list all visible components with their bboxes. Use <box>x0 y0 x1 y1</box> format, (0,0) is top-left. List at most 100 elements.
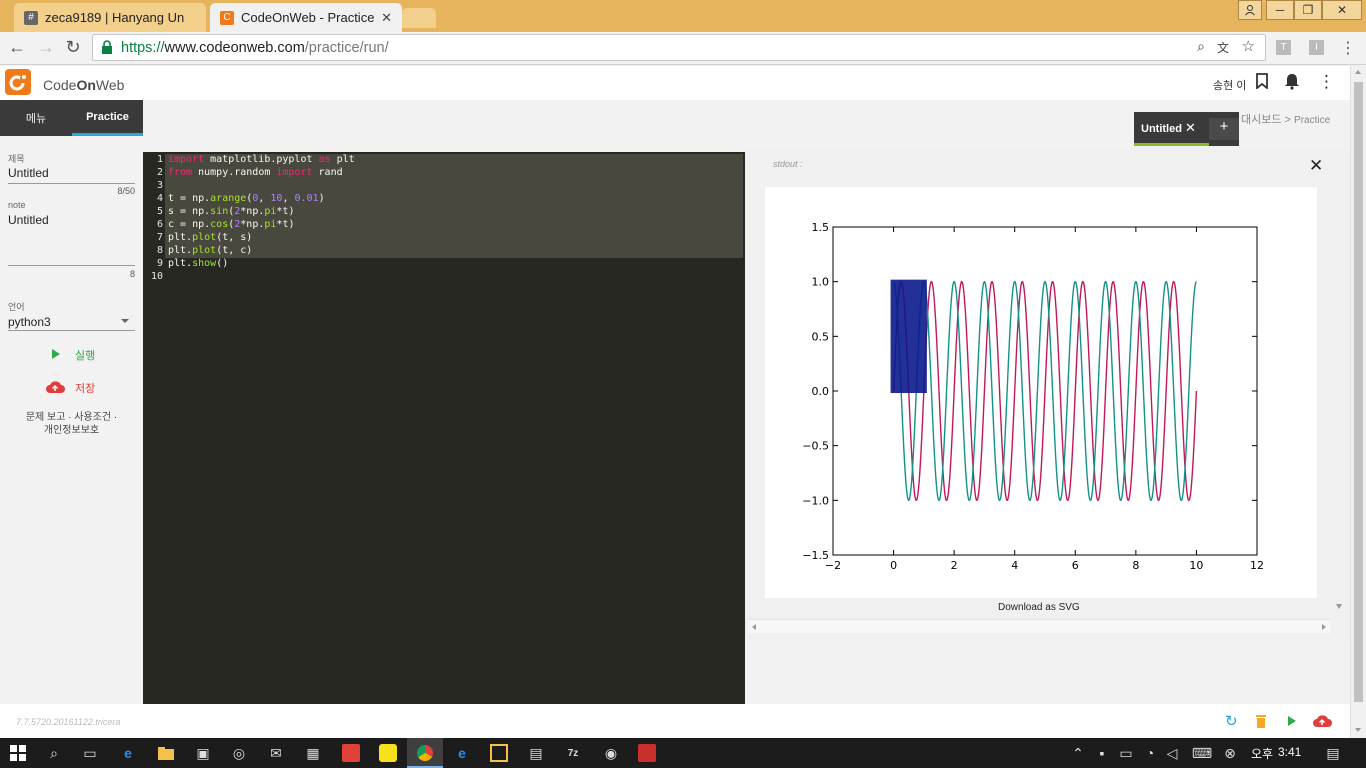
y-tick-label: 1.0 <box>812 276 830 289</box>
more-menu-icon[interactable]: ⋮ <box>1318 72 1335 91</box>
dropdown-arrow-icon[interactable] <box>121 319 129 323</box>
extension-t-icon[interactable]: T <box>1276 40 1291 55</box>
app-yellow-icon[interactable] <box>490 744 508 762</box>
file-explorer-icon[interactable] <box>157 744 175 762</box>
trash-icon[interactable] <box>1255 714 1267 733</box>
code-line: plt.plot(t, c) <box>168 245 253 256</box>
x-tick-label: 2 <box>951 559 958 572</box>
close-tab-icon[interactable]: ✕ <box>381 10 392 25</box>
app-header: CodeOnWeb 송현 이 ⋮ <box>0 66 1350 100</box>
volume-icon[interactable]: ◁ <box>1166 744 1178 761</box>
store-icon[interactable]: ▣ <box>196 744 210 761</box>
forward-arrow-icon[interactable]: → <box>37 37 55 57</box>
language-select[interactable]: python3 <box>8 315 51 329</box>
notification-bell-icon[interactable] <box>1284 73 1300 95</box>
7zip-icon[interactable]: 7z <box>567 747 579 759</box>
menu-icon[interactable]: ⋮ <box>1340 40 1356 57</box>
new-tab-button[interactable] <box>402 8 436 28</box>
translate-icon[interactable]: 文 <box>1216 41 1229 55</box>
scroll-down-icon[interactable] <box>1336 604 1342 609</box>
horizontal-scrollbar[interactable] <box>748 619 1331 633</box>
windows-start-icon[interactable] <box>9 744 27 762</box>
breadcrumb: 대시보드 > Practice <box>1241 111 1330 127</box>
breadcrumb-current: Practice <box>1294 115 1331 126</box>
internet-explorer-icon[interactable]: e <box>458 745 466 761</box>
line-number: 8 <box>156 245 163 256</box>
plot-svg: −2 0 2 4 6 8 10 12 1.5 1.0 0.5 0.0 −0.5 −1.0 −1.5 <box>802 221 1264 572</box>
refresh-icon[interactable]: ↻ <box>1225 713 1238 730</box>
chrome-taskbar-item[interactable] <box>407 738 443 768</box>
tab-practice[interactable]: Practice <box>72 100 143 136</box>
address-bar[interactable]: https:// www.codeonweb.com /practice/run… <box>92 34 1266 61</box>
restore-icon[interactable]: ❐ <box>1294 0 1322 20</box>
back-arrow-icon[interactable]: ← <box>8 37 26 57</box>
camera-icon[interactable]: ◎ <box>232 744 246 761</box>
scroll-up-icon[interactable] <box>1355 70 1361 74</box>
action-center-icon[interactable]: ▤ <box>1326 744 1340 761</box>
code-editor[interactable]: 1 2 3 4 5 6 7 8 9 10 import matplotlib.pyplot as … <box>143 152 745 704</box>
footer-links[interactable]: 문제 보고 · 사용조건 · 개인정보보호 <box>0 411 143 437</box>
note-input[interactable]: Untitled <box>8 213 49 227</box>
reload-icon[interactable]: ↻ <box>65 37 81 57</box>
download-svg-link[interactable]: Download as SVG <box>998 602 1080 613</box>
extension-i-icon[interactable]: I <box>1309 40 1324 55</box>
zoom-icon[interactable]: ⌕ <box>1197 38 1205 54</box>
scrollbar-thumb[interactable] <box>1354 82 1363 702</box>
calendar-icon[interactable]: ▦ <box>306 744 320 761</box>
profile-icon[interactable] <box>1238 0 1262 20</box>
run-button[interactable]: 실행 <box>50 347 110 363</box>
links-line-1[interactable]: 문제 보고 · 사용조건 · <box>25 412 118 423</box>
close-doc-icon[interactable]: ✕ <box>1185 120 1196 135</box>
chevron-up-icon[interactable]: ⌃ <box>1072 744 1084 761</box>
app-footer: 7.7.5720.20161122.tricera ↻ <box>0 704 1350 738</box>
browser-toolbar: ← → ↻ https:// www.codeonweb.com /practi… <box>0 32 1366 65</box>
message-icon[interactable]: ▪ <box>1099 745 1105 761</box>
app-logo-text[interactable]: CodeOnWeb <box>43 77 124 93</box>
line-number: 1 <box>156 154 163 165</box>
page-scrollbar[interactable] <box>1350 66 1366 738</box>
clock[interactable]: 3:41 <box>1278 745 1302 759</box>
app-image-icon[interactable]: ▤ <box>529 744 543 761</box>
battery-icon[interactable]: ▭ <box>1119 744 1133 761</box>
keyboard-icon[interactable]: ⌨ <box>1191 744 1213 761</box>
browser-tabstrip: # zeca9189 | Hanyang Un C CodeOnWeb - Pr… <box>0 0 1366 32</box>
codeonweb-logo-icon[interactable] <box>5 69 31 95</box>
cloud-upload-icon[interactable] <box>1312 714 1332 733</box>
app-red-icon[interactable] <box>342 744 360 762</box>
scroll-down-icon[interactable] <box>1355 728 1361 732</box>
run-icon[interactable] <box>1288 716 1296 726</box>
close-window-icon[interactable]: ✕ <box>1322 0 1362 20</box>
browser-tab-active[interactable]: C CodeOnWeb - Practice ✕ <box>210 3 402 32</box>
app-flag-icon[interactable]: ◉ <box>604 744 618 761</box>
mail-icon[interactable]: ✉ <box>270 744 282 761</box>
document-tab[interactable]: Untitled ✕ + <box>1134 112 1239 146</box>
breadcrumb-dashboard[interactable]: 대시보드 <box>1241 114 1282 126</box>
user-name[interactable]: 송현 이 <box>1213 80 1247 92</box>
note-char-count: 8 <box>129 269 135 279</box>
task-view-icon[interactable]: ▭ <box>83 744 97 761</box>
chat-icon[interactable] <box>379 744 397 762</box>
scroll-right-icon[interactable] <box>1322 624 1326 630</box>
minimize-icon[interactable]: ─ <box>1266 0 1294 20</box>
title-input[interactable]: Untitled <box>8 166 49 180</box>
edge-icon[interactable]: e <box>124 745 132 761</box>
ime-label[interactable]: 오후 <box>1251 747 1274 761</box>
browser-tab[interactable]: # zeca9189 | Hanyang Un <box>14 3 206 32</box>
x-tick-label: 8 <box>1132 559 1139 572</box>
acrobat-icon[interactable] <box>638 744 656 762</box>
save-button[interactable]: 저장 <box>45 379 115 397</box>
add-doc-icon[interactable]: + <box>1209 118 1239 140</box>
tab-menu[interactable]: 메뉴 <box>25 113 47 125</box>
save-label: 저장 <box>75 383 96 395</box>
bookmark-icon[interactable] <box>1256 73 1268 94</box>
star-icon[interactable]: ☆ <box>1241 38 1255 55</box>
ime-icon[interactable]: ⊗ <box>1224 744 1236 761</box>
code-line: c = np.cos(2*np.pi*t) <box>168 219 295 230</box>
close-output-icon[interactable]: ✕ <box>1309 156 1324 175</box>
search-icon[interactable]: ⌕ <box>50 744 58 761</box>
x-tick-label: 4 <box>1011 559 1018 572</box>
logo-text-on: On <box>76 77 96 93</box>
wifi-icon[interactable]: ◔ <box>1145 745 1155 761</box>
scroll-left-icon[interactable] <box>752 624 756 630</box>
links-line-2[interactable]: 개인정보보호 <box>43 425 100 436</box>
